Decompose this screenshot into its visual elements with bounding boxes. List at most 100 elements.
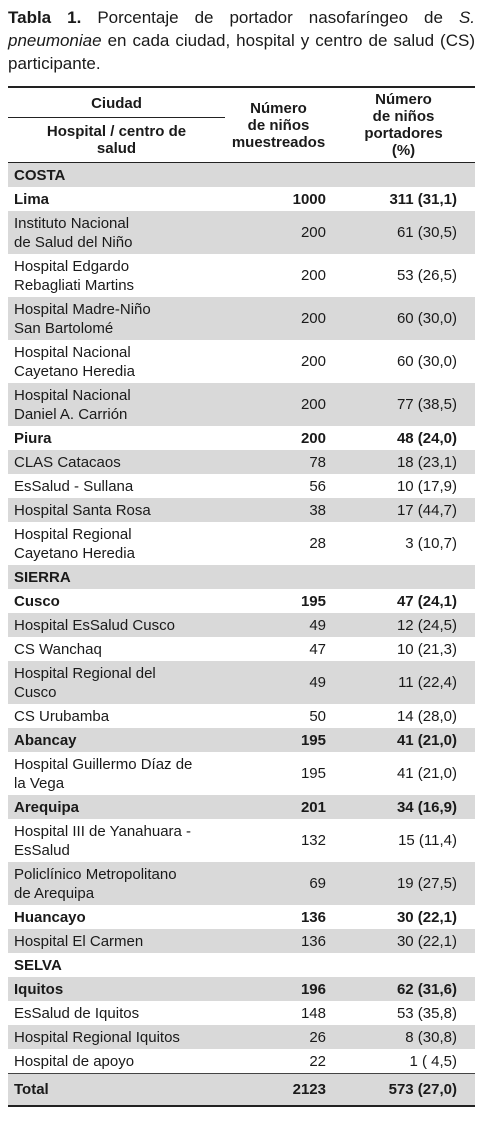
table-cell: 60 (30,0) xyxy=(396,353,457,370)
table-body: COSTA Lima 1000 311 (31,1) Instituto Naciona… xyxy=(8,162,475,1106)
table-cell: 77 (38,5) xyxy=(396,396,457,413)
table-cell: 201 xyxy=(300,798,326,816)
city-row: Cusco 195 47 (24,1) xyxy=(8,589,475,613)
table-cell: Cusco xyxy=(14,592,60,610)
table-cell: 11 (22,4) xyxy=(398,674,457,691)
table-cell: Abancay xyxy=(14,731,77,749)
site-row: EsSalud - Sullana 56 10 (17,9) xyxy=(8,474,475,498)
city-row: Arequipa 201 34 (16,9) xyxy=(8,795,475,819)
header-cell: Ciudad xyxy=(8,87,225,119)
table-cell: 136 xyxy=(300,932,326,950)
table-header: Ciudad Número de niños muestreados Númer… xyxy=(8,87,475,163)
header-cell: Número de niños portadores (%) xyxy=(364,91,443,159)
table-cell: 195 xyxy=(300,592,326,610)
table-cell: Policlínico Metropolitano de Arequipa xyxy=(14,865,177,902)
table-cell: Hospital Nacional Daniel A. Carrión xyxy=(14,386,131,423)
city-row: Lima 1000 311 (31,1) xyxy=(8,187,475,211)
table-cell: 41 (21,0) xyxy=(396,765,457,782)
site-row: Hospital Edgardo Rebagliati Martins 200 53… xyxy=(8,254,475,297)
table-cell: Hospital Edgardo Rebagliati Martins xyxy=(14,257,135,294)
table-cell: 2123 xyxy=(292,1081,326,1098)
city-row: Iquitos 196 62 (31,6) xyxy=(8,977,475,1001)
table-cell: Hospital EsSalud Cusco xyxy=(14,616,175,634)
section-row: SELVA xyxy=(8,953,475,977)
table-cell: 61 (30,5) xyxy=(396,224,457,241)
table-cell: 19 (27,5) xyxy=(396,875,457,892)
table-cell: Instituto Nacional de Salud del Niño xyxy=(14,214,133,251)
table-cell: Arequipa xyxy=(14,798,80,816)
table-cell: 1000 xyxy=(292,190,326,208)
table-cell: 78 xyxy=(309,453,326,471)
page-body: Tabla 1. Porcentaje de portador nasofarí… xyxy=(0,6,483,1144)
table-cell: 132 xyxy=(300,832,326,849)
site-row: Hospital El Carmen 136 30 (22,1) xyxy=(8,929,475,953)
table-cell: SELVA xyxy=(14,956,62,974)
table-cell: 22 xyxy=(309,1052,326,1070)
table-cell: 195 xyxy=(300,765,326,782)
table-cell: 3 (10,7) xyxy=(405,535,457,552)
table-cell: 50 xyxy=(309,707,326,725)
section-row: COSTA xyxy=(8,162,475,187)
caption-text: Porcentaje de portador nasofaríngeo de xyxy=(97,8,443,27)
table-cell: 10 (17,9) xyxy=(396,477,457,495)
caption-label: Tabla 1. xyxy=(8,8,82,27)
site-row: EsSalud de Iquitos 148 53 (35,8) xyxy=(8,1001,475,1025)
site-row: Hospital Guillermo Díaz de la Vega 195 41 … xyxy=(8,752,475,795)
site-row: Hospital Regional Cayetano Heredia 28 3 (1… xyxy=(8,522,475,565)
table-cell: 26 xyxy=(309,1028,326,1046)
table-cell: 311 (31,1) xyxy=(389,190,457,208)
caption-text: en cada ciudad, hospital y centro de sal… xyxy=(8,31,475,73)
table-cell: 200 xyxy=(300,224,326,241)
table-cell: 148 xyxy=(300,1004,326,1022)
table-cell: CS Urubamba xyxy=(14,707,110,725)
header-cell: Número de niños muestreados xyxy=(231,99,326,151)
header-row: Hospital / centro de salud xyxy=(8,118,475,163)
table-cell: 56 xyxy=(309,477,326,495)
site-row: CS Urubamba 50 14 (28,0) xyxy=(8,704,475,728)
table-cell: 195 xyxy=(300,731,326,749)
table-cell: Lima xyxy=(14,190,50,208)
site-row: CS Wanchaq 47 10 (21,3) xyxy=(8,637,475,661)
table-cell: 1 ( 4,5) xyxy=(409,1052,457,1070)
site-row: Hospital de apoyo 22 1 ( 4,5) xyxy=(8,1049,475,1074)
table-cell: Iquitos xyxy=(14,980,64,998)
header-cell: Hospital / centro de salud xyxy=(46,123,187,158)
site-row: Instituto Nacional de Salud del Niño 200 6… xyxy=(8,211,475,254)
table-cell: 38 xyxy=(309,501,326,519)
city-row: Huancayo 136 30 (22,1) xyxy=(8,905,475,929)
table-cell: Hospital Madre-Niño San Bartolomé xyxy=(14,300,151,337)
table-cell: EsSalud de Iquitos xyxy=(14,1004,140,1022)
table-cell: 8 (30,8) xyxy=(405,1028,457,1046)
section-row: SIERRA xyxy=(8,565,475,589)
table-cell: CS Wanchaq xyxy=(14,640,102,658)
table-cell: 49 xyxy=(309,616,326,634)
table-cell: 48 (24,0) xyxy=(396,429,457,447)
data-table: Ciudad Número de niños muestreados Númer… xyxy=(8,86,475,1107)
table-cell: 196 xyxy=(300,980,326,998)
table-cell: 53 (26,5) xyxy=(396,267,457,284)
table-cell: 62 (31,6) xyxy=(396,980,457,998)
caption: Tabla 1. Porcentaje de portador nasofarí… xyxy=(8,6,475,86)
table-cell: 18 (23,1) xyxy=(396,453,457,471)
site-row: Policlínico Metropolitano de Arequipa 69 1… xyxy=(8,862,475,905)
table-cell: 573 (27,0) xyxy=(388,1081,457,1098)
table-cell: Hospital Nacional Cayetano Heredia xyxy=(14,343,135,380)
table-cell: 30 (22,1) xyxy=(396,908,457,926)
table-cell: Hospital Guillermo Díaz de la Vega xyxy=(14,755,193,792)
table-cell: Total xyxy=(14,1081,49,1098)
table-cell: 200 xyxy=(300,267,326,284)
table-cell: Hospital Regional Cayetano Heredia xyxy=(14,525,135,562)
table-cell: SIERRA xyxy=(14,568,71,586)
table-cell: 28 xyxy=(309,535,326,552)
table-cell: 47 (24,1) xyxy=(396,592,457,610)
table-cell: 34 (16,9) xyxy=(396,798,457,816)
table-cell: Piura xyxy=(14,429,52,447)
table-cell: 12 (24,5) xyxy=(396,616,457,634)
table-cell: 200 xyxy=(300,310,326,327)
table-cell: EsSalud - Sullana xyxy=(14,477,134,495)
table-cell: 200 xyxy=(300,353,326,370)
table-cell: Hospital El Carmen xyxy=(14,932,144,950)
table-cell: Hospital III de Yanahuara - EsSalud xyxy=(14,822,192,859)
city-row: Piura 200 48 (24,0) xyxy=(8,426,475,450)
